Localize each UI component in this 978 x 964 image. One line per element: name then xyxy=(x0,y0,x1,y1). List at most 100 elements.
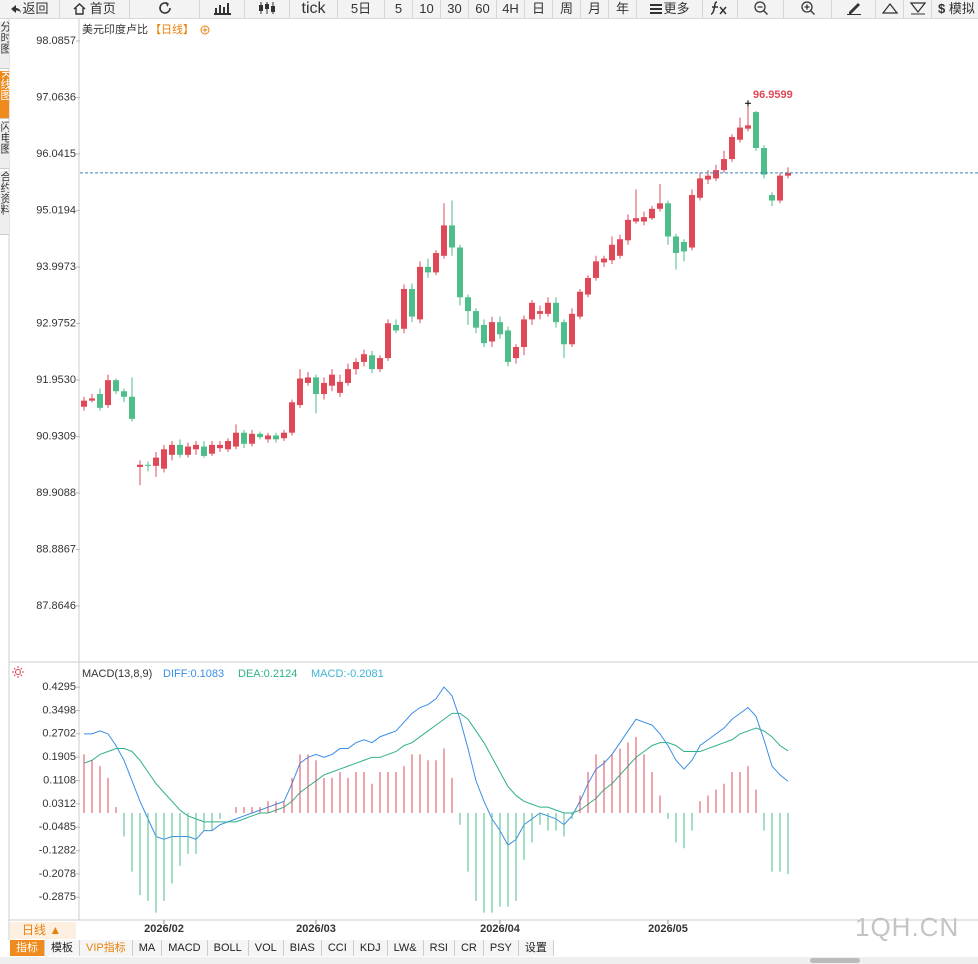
candle-button[interactable] xyxy=(245,0,290,18)
candle-body xyxy=(609,244,615,261)
candle-body xyxy=(321,382,327,395)
candle-body xyxy=(697,178,703,198)
candle-body xyxy=(409,288,415,317)
candle-body xyxy=(545,302,551,314)
side-tab[interactable]: 分时图 xyxy=(0,21,9,69)
footer-tab[interactable]: 模板 xyxy=(45,940,80,956)
candle-body xyxy=(593,261,599,278)
period-button[interactable]: 4H xyxy=(497,0,525,18)
bar-chart-button[interactable] xyxy=(200,0,245,18)
zoom-out-button[interactable] xyxy=(738,0,784,18)
period-button[interactable]: 10 xyxy=(413,0,441,18)
candle-body xyxy=(161,449,167,469)
draw-button[interactable] xyxy=(832,0,876,18)
side-tab[interactable]: 合约资料 xyxy=(0,171,9,235)
label: 更多 xyxy=(663,1,690,16)
y-tick-label: -0.1282 xyxy=(39,845,76,857)
candle-body xyxy=(777,175,783,201)
period-button[interactable]: 30 xyxy=(441,0,469,18)
back-button[interactable]: 返回 xyxy=(0,0,60,18)
candle-body xyxy=(137,464,143,467)
candle-body xyxy=(81,400,87,407)
simulate-button[interactable]: $ 模拟 xyxy=(932,0,978,18)
candle-body xyxy=(729,136,735,160)
down-button[interactable] xyxy=(904,0,932,18)
candle-body xyxy=(417,266,423,320)
indicator-tabs: 指标 模板 VIP指标 MA MACD BOLL VOL BIAS CCI KD… xyxy=(10,940,554,956)
footer-tab[interactable]: CCI xyxy=(321,940,354,956)
y-tick-label: 0.2702 xyxy=(42,728,76,740)
candle-body xyxy=(121,391,127,397)
candle-body xyxy=(633,218,639,222)
icon: $ xyxy=(938,1,946,16)
footer-tab[interactable]: KDJ xyxy=(353,940,388,956)
candle-body xyxy=(673,236,679,254)
x-tick-label: 2026/02 xyxy=(144,923,184,935)
footer-tab[interactable]: VIP指标 xyxy=(80,940,133,956)
toolbar: 返回 首页 tick 5日 5 10 30 60 4H 日 周 月 年 更多 $… xyxy=(0,0,978,19)
refresh-button[interactable] xyxy=(130,0,200,18)
candle-body xyxy=(289,402,295,433)
candle-body xyxy=(465,297,471,312)
footer-tab[interactable]: 设置 xyxy=(518,940,554,956)
candle-body xyxy=(249,433,255,444)
footer-tab[interactable]: VOL xyxy=(248,940,284,956)
y-tick-label: 91.9530 xyxy=(36,374,76,386)
icon xyxy=(753,1,768,15)
period-button[interactable]: 周 xyxy=(553,0,581,18)
period-button[interactable]: 年 xyxy=(609,0,637,18)
side-tab[interactable]: K线图 xyxy=(0,71,9,119)
candle-body xyxy=(737,127,743,140)
candle-body xyxy=(193,444,199,450)
add-icon[interactable] xyxy=(200,25,210,35)
period-selector[interactable]: 日线 ▲ xyxy=(10,922,76,939)
footer-tab[interactable]: CR xyxy=(454,940,484,956)
period-button[interactable]: 60 xyxy=(469,0,497,18)
candle-body xyxy=(105,380,111,406)
period-button[interactable]: 月 xyxy=(581,0,609,18)
y-tick-label: 90.9309 xyxy=(36,430,76,442)
icon xyxy=(73,3,86,15)
candle-body xyxy=(305,377,311,383)
candle-body xyxy=(713,170,719,179)
more-button[interactable]: 更多 xyxy=(637,0,703,18)
footer-tab[interactable]: BOLL xyxy=(207,940,249,956)
y-tick-label: 0.4295 xyxy=(42,681,76,693)
candle-body xyxy=(553,302,559,323)
candle-body xyxy=(489,322,495,342)
period-button[interactable]: 日 xyxy=(525,0,553,18)
candle-body xyxy=(345,369,351,383)
side-tab[interactable]: 闪电图 xyxy=(0,121,9,169)
candle-body xyxy=(753,112,759,149)
footer-tab[interactable]: RSI xyxy=(423,940,455,956)
candle-body xyxy=(761,148,767,175)
home-button[interactable]: 首页 xyxy=(60,0,130,18)
candle-body xyxy=(97,394,103,408)
y-tick-label: 89.9088 xyxy=(36,487,76,499)
footer-tab[interactable]: MA xyxy=(132,940,163,956)
candle-body xyxy=(457,247,463,298)
scrollbar[interactable] xyxy=(0,957,978,964)
candle-body xyxy=(153,457,159,466)
tick-button[interactable]: tick xyxy=(290,0,338,18)
candle-body xyxy=(233,432,239,447)
candle-body xyxy=(665,203,671,237)
footer-tab[interactable]: MACD xyxy=(162,940,208,956)
candle-body xyxy=(337,381,343,393)
y-tick-label: 0.1905 xyxy=(42,751,76,763)
scroll-thumb[interactable] xyxy=(810,958,860,963)
footer-tab[interactable]: LW& xyxy=(387,940,424,956)
candle-body xyxy=(641,217,647,222)
y-tick-label: -0.0485 xyxy=(39,821,76,833)
y-tick-label: 93.9973 xyxy=(36,261,76,273)
icon xyxy=(214,3,231,15)
footer-tab[interactable]: 指标 xyxy=(10,940,45,956)
period-button[interactable]: 5 xyxy=(385,0,413,18)
footer-tab[interactable]: PSY xyxy=(483,940,519,956)
zoom-in-button[interactable] xyxy=(784,0,832,18)
footer-tab[interactable]: BIAS xyxy=(283,940,322,956)
formula-button[interactable] xyxy=(703,0,738,18)
up-button[interactable] xyxy=(876,0,904,18)
period-button[interactable]: 5日 xyxy=(338,0,385,18)
